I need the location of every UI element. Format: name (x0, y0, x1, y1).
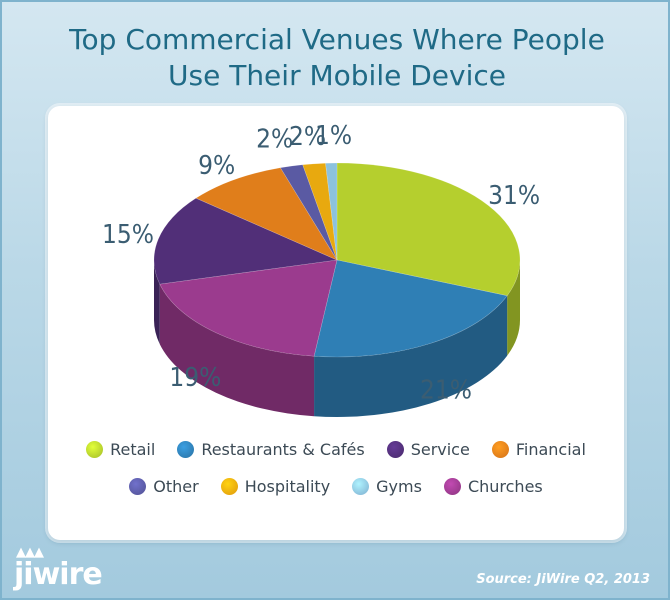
legend-item: Gyms (352, 477, 422, 496)
legend-swatch (443, 478, 461, 495)
legend-label: Churches (467, 477, 543, 496)
legend-swatch (129, 478, 147, 495)
legend: Retail Restaurants & Cafés Service Financia… (48, 440, 624, 514)
slice-value-label: 15% (102, 220, 154, 250)
legend-item: Hospitality (220, 477, 331, 496)
legend-swatch (352, 478, 370, 495)
legend-label: Gyms (376, 477, 422, 496)
legend-item: Retail (86, 440, 155, 459)
pie-sides (154, 260, 520, 417)
legend-row: Other Hospitality Gyms Churches (48, 477, 624, 496)
legend-swatch (386, 441, 404, 458)
slice-value-label: 2% (289, 122, 326, 152)
legend-swatch (86, 441, 104, 458)
jiwire-logo: ▲▲▲ jiwire (14, 545, 103, 592)
slice-value-label: 21% (420, 376, 472, 406)
pie-slice-side (159, 284, 315, 417)
pie-slice (325, 162, 338, 261)
legend-label: Hospitality (244, 477, 331, 496)
legend-item: Churches (443, 477, 543, 496)
slice-value-label: 1% (315, 121, 352, 151)
source-note: Source: JiWire Q2, 2013 (476, 572, 650, 587)
logo-text: jiwire (14, 557, 103, 592)
legend-label: Service (410, 440, 470, 459)
legend-swatch (220, 478, 238, 495)
slice-value-label: 9% (198, 151, 235, 181)
legend-item: Financial (491, 440, 586, 459)
pie-slice (153, 197, 339, 285)
pie-top (153, 162, 521, 358)
legend-label: Financial (515, 440, 586, 459)
chart-title: Top Commercial Venues Where People Use T… (2, 22, 670, 94)
slice-value-label: 19% (169, 363, 221, 393)
pie-slice-side (314, 295, 508, 417)
pie-slice (159, 259, 338, 357)
chart-title-line-2: Use Their Mobile Device (168, 59, 506, 92)
chart-title-line-1: Top Commercial Venues Where People (69, 23, 605, 56)
legend-swatch (491, 441, 509, 458)
pie-slice (302, 162, 338, 261)
legend-item: Restaurants & Cafés (177, 440, 365, 459)
slice-value-label: 2% (256, 125, 293, 155)
pie-slice (313, 259, 508, 358)
legend-row: Retail Restaurants & Cafés Service Financia… (48, 440, 624, 459)
legend-label: Other (153, 477, 199, 496)
slice-value-label: 31% (488, 181, 540, 211)
pie-slice-side (507, 260, 520, 356)
pie-slice (336, 162, 521, 297)
legend-swatch (177, 441, 195, 458)
legend-item: Service (386, 440, 470, 459)
legend-label: Restaurants & Cafés (201, 440, 365, 459)
pie-slice-side (154, 260, 160, 345)
legend-label: Retail (110, 440, 156, 459)
pie-slice (279, 164, 338, 261)
logo-wifi-icon: ▲▲▲ (16, 545, 44, 560)
pie-slice (195, 167, 338, 261)
legend-item: Other (129, 477, 199, 496)
